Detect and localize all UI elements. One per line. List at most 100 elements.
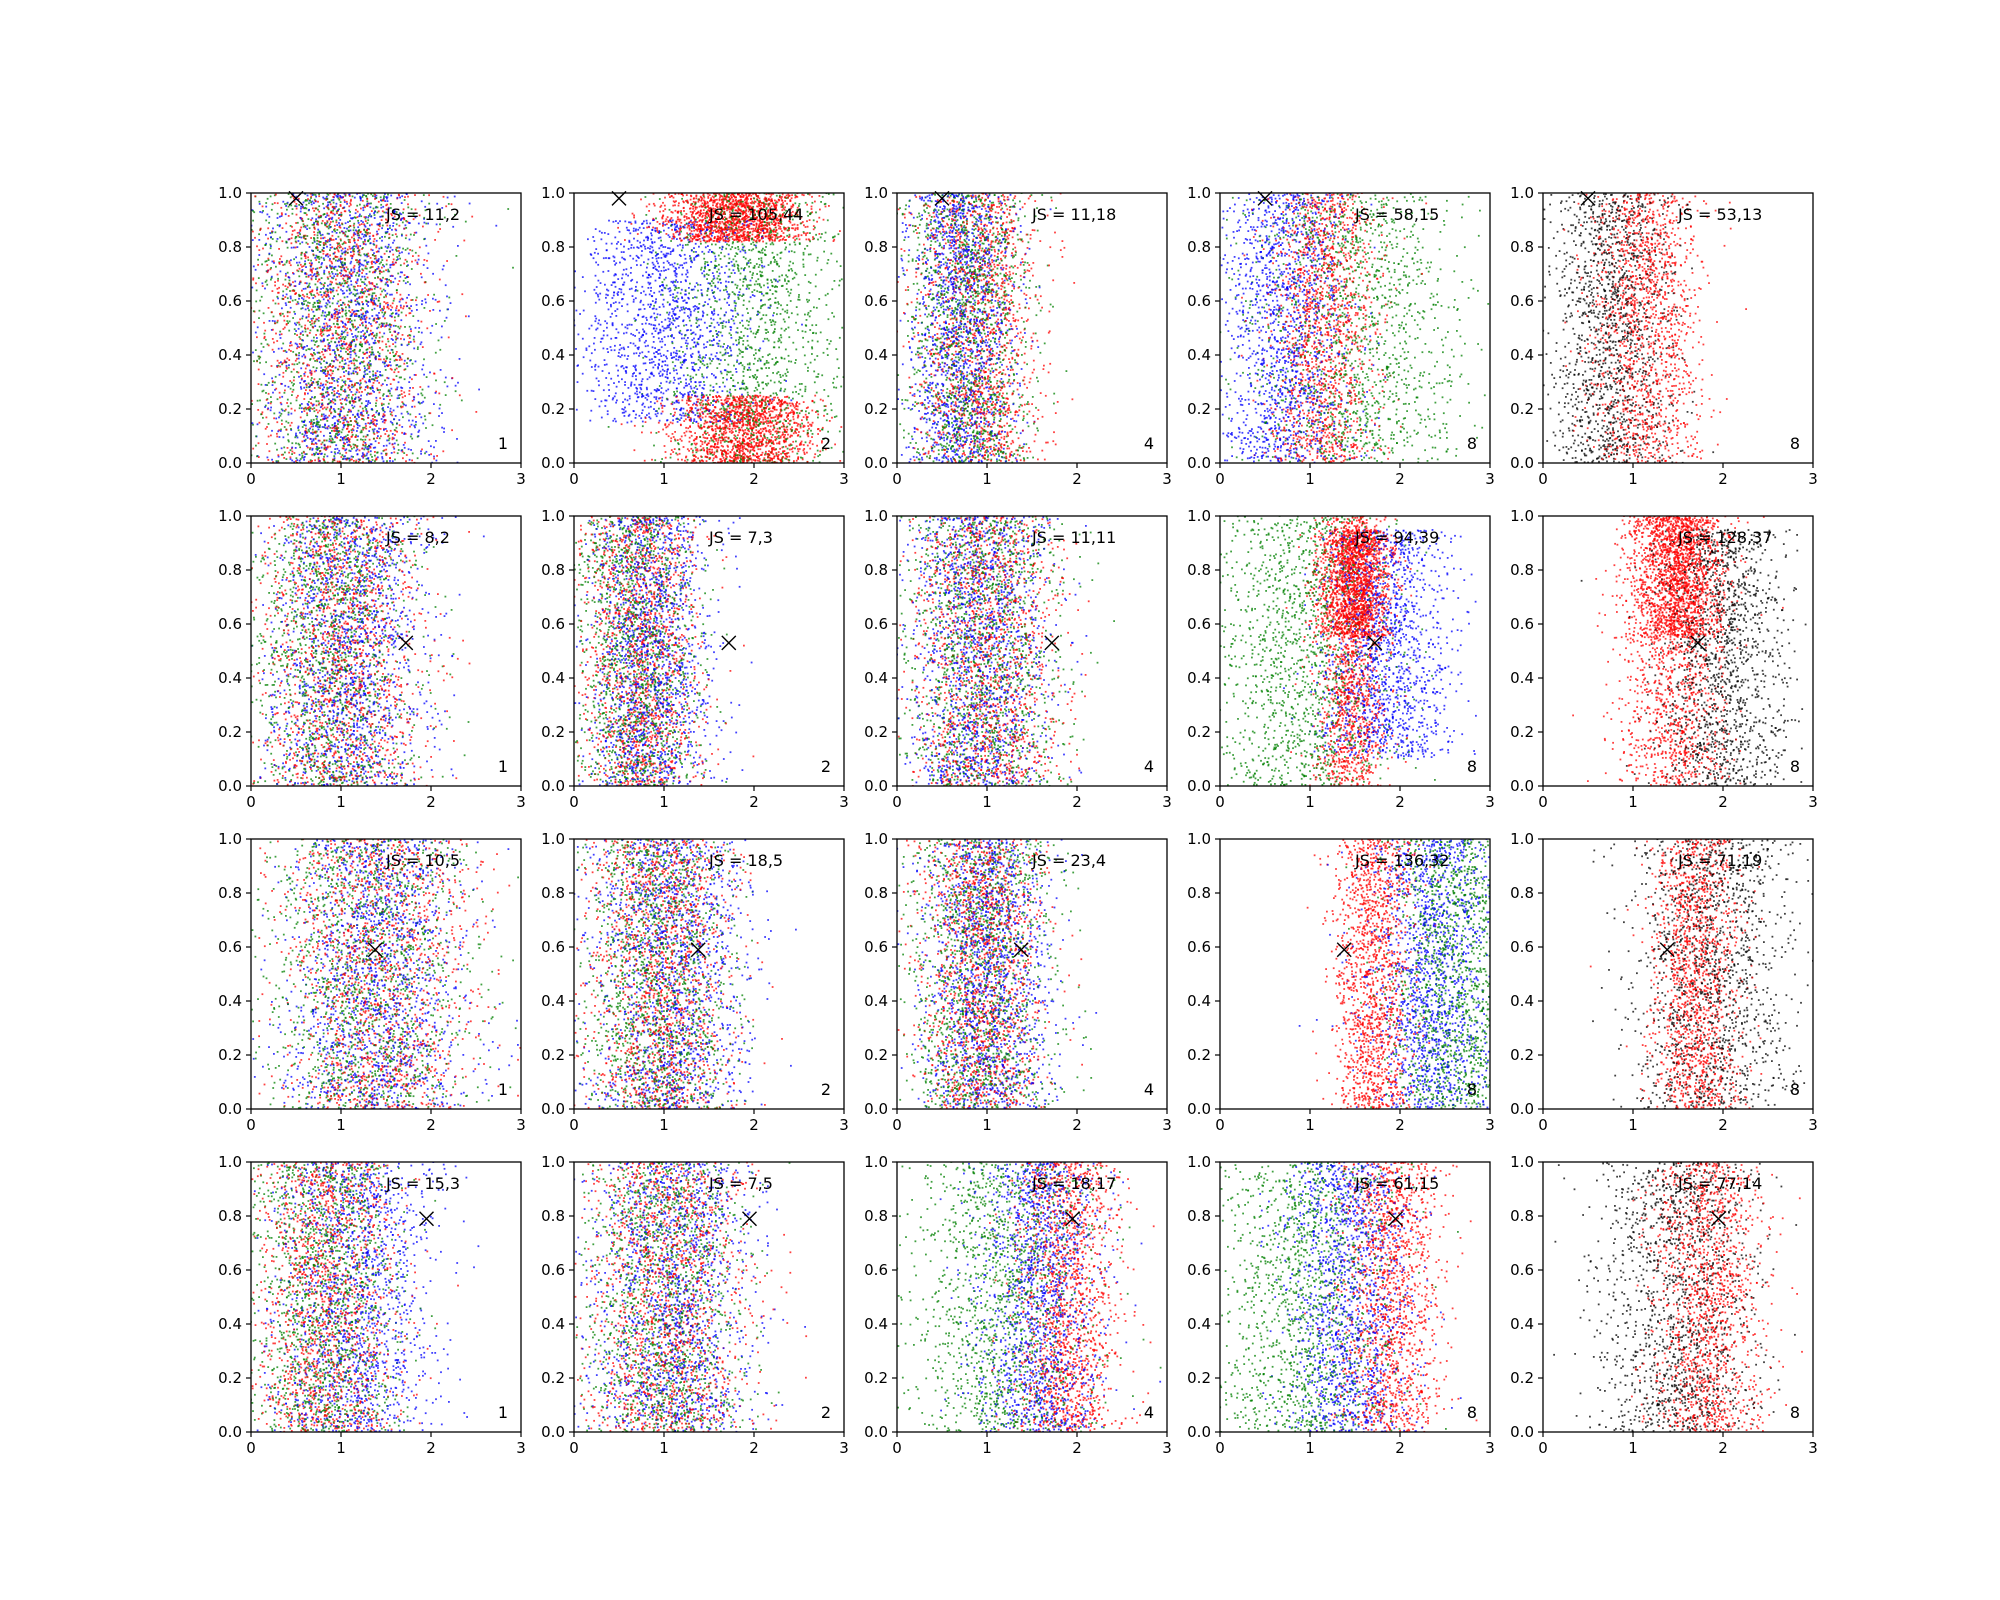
data-point (331, 382, 333, 384)
data-point (295, 241, 297, 243)
data-point (358, 310, 360, 312)
data-point (378, 428, 380, 430)
data-point (371, 315, 373, 317)
data-point (299, 336, 301, 338)
data-point (356, 315, 358, 317)
data-point (343, 458, 345, 460)
data-point (429, 372, 431, 374)
data-point (375, 440, 377, 442)
data-point (311, 373, 313, 375)
data-point (471, 216, 473, 218)
data-point (778, 240, 780, 242)
data-point (265, 392, 267, 394)
data-point (323, 414, 325, 416)
data-point (379, 225, 381, 227)
data-point (352, 414, 354, 416)
data-point (316, 381, 318, 383)
data-point (365, 196, 367, 198)
data-point (395, 346, 397, 348)
data-point (257, 259, 259, 261)
data-point (282, 295, 284, 297)
data-point (310, 260, 312, 262)
data-point (318, 429, 320, 431)
data-point (289, 280, 291, 282)
data-point (761, 262, 763, 264)
data-point (320, 431, 322, 433)
data-point (389, 225, 391, 227)
data-point (292, 385, 294, 387)
data-point (616, 400, 618, 402)
data-point (330, 292, 332, 294)
data-point (386, 260, 388, 262)
data-point (277, 213, 279, 215)
data-point (418, 259, 420, 261)
data-point (307, 305, 309, 307)
data-point (312, 317, 314, 319)
data-point (305, 309, 307, 311)
data-point (664, 208, 666, 210)
data-point (446, 296, 448, 298)
data-point (351, 275, 353, 277)
data-point (296, 205, 298, 207)
data-point (337, 390, 339, 392)
data-point (444, 320, 446, 322)
data-point (400, 377, 402, 379)
data-point (363, 449, 365, 451)
data-point (789, 420, 791, 422)
data-point (337, 273, 339, 275)
data-point (365, 267, 367, 269)
data-point (290, 402, 292, 404)
data-point (329, 244, 331, 246)
data-point (418, 327, 420, 329)
data-point (334, 353, 336, 355)
data-point (359, 350, 361, 352)
data-point (287, 447, 289, 449)
data-point (400, 338, 402, 340)
data-point (340, 304, 342, 306)
data-point (378, 312, 380, 314)
data-point (370, 206, 372, 208)
data-point (273, 417, 275, 419)
data-point (289, 311, 291, 313)
data-point (260, 413, 262, 415)
data-point (303, 223, 305, 225)
data-point (355, 259, 357, 261)
data-point (270, 279, 272, 281)
data-point (305, 276, 307, 278)
data-point (352, 272, 354, 274)
data-point (330, 441, 332, 443)
data-point (439, 349, 441, 351)
data-point (258, 456, 260, 458)
data-point (391, 338, 393, 340)
data-point (421, 276, 423, 278)
data-point (365, 260, 367, 262)
data-point (367, 277, 369, 279)
data-point (817, 239, 819, 241)
data-point (597, 328, 599, 330)
data-point (637, 397, 639, 399)
data-point (345, 315, 347, 317)
data-point (335, 260, 337, 262)
data-point (265, 428, 267, 430)
data-point (288, 452, 290, 454)
data-point (307, 257, 309, 259)
data-point (756, 263, 758, 265)
data-point (297, 301, 299, 303)
data-point (404, 326, 406, 328)
data-point (317, 272, 319, 274)
data-point (289, 238, 291, 240)
data-point (627, 355, 629, 357)
data-point (420, 450, 422, 452)
data-point (649, 248, 651, 250)
data-point (329, 319, 331, 321)
data-point (331, 438, 333, 440)
data-point (262, 282, 264, 284)
data-point (336, 283, 338, 285)
data-point (309, 370, 311, 372)
data-point (363, 419, 365, 421)
data-point (383, 398, 385, 400)
data-point (299, 407, 301, 409)
data-point (361, 345, 363, 347)
data-point (281, 261, 283, 263)
data-point (341, 431, 343, 433)
